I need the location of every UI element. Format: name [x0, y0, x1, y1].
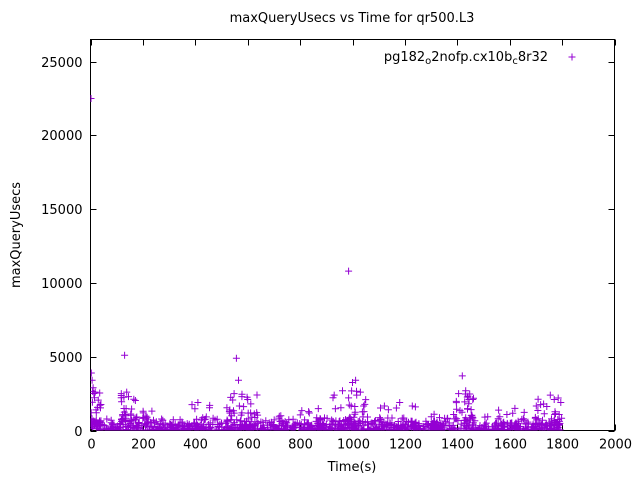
x-tick-label: 600 [236, 438, 261, 453]
legend: pg182o2nofp.cx10bc8r32 [384, 50, 576, 67]
x-tick-label: 800 [288, 438, 313, 453]
x-tick-label: 400 [183, 438, 208, 453]
x-tick-label: 1000 [337, 438, 370, 453]
y-axis-tick-labels: 0 5000 10000 15000 20000 25000 [41, 56, 82, 440]
legend-marker-icon [568, 53, 576, 61]
x-tick-label: 1600 [494, 438, 527, 453]
x-tick-label: 1400 [441, 438, 474, 453]
y-tick-label: 20000 [41, 129, 82, 144]
x-tick-label: 200 [131, 438, 156, 453]
data-points [90, 95, 566, 431]
axis-ticks [90, 39, 616, 432]
x-tick-label: 0 [87, 438, 95, 453]
y-tick-label: 25000 [41, 56, 82, 71]
x-tick-label: 2000 [599, 438, 632, 453]
plot-border [90, 39, 615, 431]
y-axis-label: maxQueryUsecs [9, 182, 24, 288]
legend-label: pg182o2nofp.cx10bc8r32 [384, 50, 548, 67]
y-tick-label: 0 [74, 425, 82, 440]
x-axis-label: Time(s) [327, 460, 377, 475]
y-tick-label: 15000 [41, 203, 82, 218]
y-tick-label: 10000 [41, 277, 82, 292]
x-tick-label: 1200 [389, 438, 422, 453]
x-axis-tick-labels: 0 200 400 600 800 1000 1200 1400 1600 1800 2000 [87, 438, 632, 453]
y-tick-label: 5000 [49, 351, 82, 366]
data-points-path [90, 95, 566, 431]
chart-title: maxQueryUsecs vs Time for qr500.L3 [230, 11, 475, 26]
x-tick-label: 1800 [546, 438, 579, 453]
